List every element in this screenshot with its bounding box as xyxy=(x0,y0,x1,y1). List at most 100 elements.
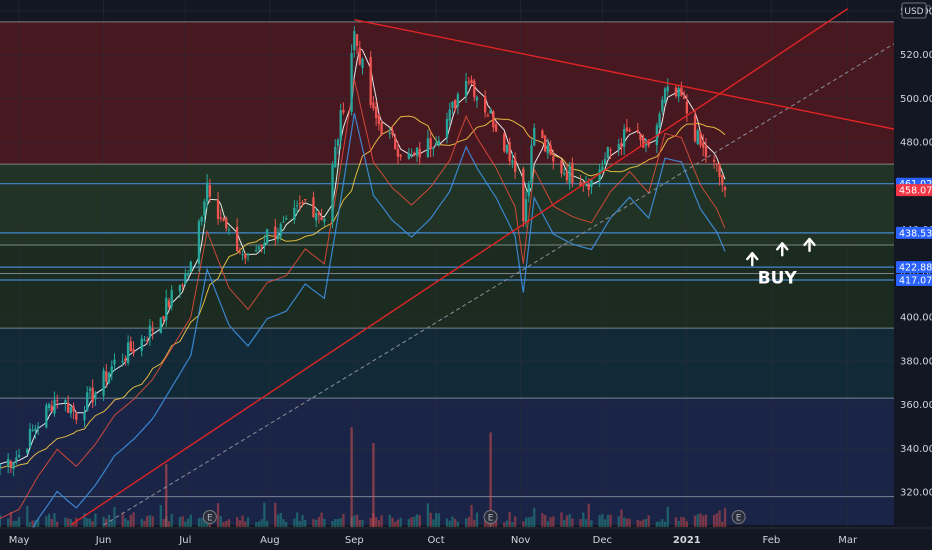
volume-bar xyxy=(391,517,394,527)
candle-body xyxy=(407,153,410,159)
volume-bar xyxy=(361,519,364,527)
volume-bar xyxy=(186,518,190,527)
price-tick-label: 320.00 xyxy=(900,488,932,499)
candle-body xyxy=(625,127,629,131)
candle-body xyxy=(418,148,421,158)
candle-body xyxy=(336,139,340,146)
time-axis-panel[interactable] xyxy=(0,528,932,550)
volume-bar xyxy=(200,517,203,527)
candle-body xyxy=(426,138,430,158)
candle-body xyxy=(590,179,593,188)
volume-bar xyxy=(107,514,111,527)
horizontal-levels xyxy=(0,21,894,498)
candle-body xyxy=(543,135,547,152)
candle-body xyxy=(107,372,111,383)
volume-bar xyxy=(167,521,171,527)
candle-body xyxy=(560,160,563,174)
price-tick-label: 500.00 xyxy=(900,94,932,105)
volume-bar xyxy=(456,521,460,527)
volume-bar xyxy=(511,522,514,527)
candle-body xyxy=(339,110,342,141)
candle-body xyxy=(132,349,135,354)
candle-body xyxy=(197,221,201,264)
candle-body xyxy=(246,253,250,256)
volume-bar xyxy=(448,520,451,527)
volume-bar xyxy=(473,519,476,527)
volume-bar xyxy=(189,514,192,527)
buy-annotation: BUY xyxy=(746,237,816,288)
candle-body xyxy=(350,53,353,112)
volume-bar xyxy=(432,519,435,527)
candle-body xyxy=(456,94,460,107)
candle-body xyxy=(102,370,105,396)
price-label-box-2 xyxy=(896,226,932,239)
candle-body xyxy=(331,164,334,222)
candle-body xyxy=(399,154,402,157)
candle-body xyxy=(7,458,10,466)
volume-bar xyxy=(69,519,73,527)
volume-bar xyxy=(655,521,659,527)
candle-body xyxy=(563,173,566,175)
candle-body xyxy=(110,366,113,375)
volume-bar xyxy=(216,503,220,527)
candle-body xyxy=(312,197,315,218)
candle-body xyxy=(372,102,375,109)
buy-label: BUY xyxy=(758,268,798,288)
volume-spike-1 xyxy=(372,443,375,527)
candle-body xyxy=(279,224,282,237)
candle-body xyxy=(105,371,108,382)
candle-body xyxy=(415,147,419,156)
volume-bar xyxy=(702,515,705,527)
volume-bar xyxy=(358,519,361,527)
candle-body xyxy=(546,144,550,154)
candle-body xyxy=(361,58,364,68)
volume-bar xyxy=(312,519,315,527)
volume-bar xyxy=(263,502,266,527)
price-tick-label: 340.00 xyxy=(900,444,932,455)
candle-body xyxy=(584,183,588,185)
candle-body xyxy=(124,358,127,361)
candle-body xyxy=(410,155,413,157)
candle-body xyxy=(454,100,457,109)
volume-bar xyxy=(680,516,683,527)
candle-body xyxy=(227,229,231,231)
volume-bar xyxy=(208,521,212,527)
volume-bar xyxy=(394,521,397,527)
candle-body xyxy=(513,158,517,172)
currency-badge[interactable]: USD xyxy=(901,2,927,19)
volume-bar xyxy=(413,516,416,527)
volume-bar xyxy=(522,521,525,527)
candle-body xyxy=(533,127,536,146)
candle-body xyxy=(353,31,356,51)
volume-bar xyxy=(639,520,642,527)
candle-body xyxy=(222,218,225,221)
candle-body xyxy=(464,81,468,97)
volume-bar xyxy=(336,519,340,527)
volume-bar xyxy=(143,520,146,527)
time-axis[interactable]: May Jun Jul Aug Sep Oct Nov Dec 2021 Feb Mar xyxy=(9,535,858,546)
candle-body xyxy=(693,115,697,142)
candlesticks xyxy=(0,26,727,477)
candle-body xyxy=(148,325,152,338)
candle-body xyxy=(565,171,569,181)
volume-bar xyxy=(151,516,154,527)
candle-body xyxy=(75,413,78,420)
candle-body xyxy=(64,400,67,404)
volume-bar xyxy=(227,519,231,527)
candle-body xyxy=(295,205,299,207)
candle-body xyxy=(549,144,552,155)
volume-bar xyxy=(0,514,2,527)
candle-body xyxy=(388,132,391,135)
candle-body xyxy=(568,165,571,183)
moving-averages xyxy=(0,47,726,550)
volume-bar xyxy=(298,520,301,527)
time-tick-label: Aug xyxy=(260,535,280,546)
volume-bar xyxy=(274,502,277,527)
candle-body xyxy=(298,203,301,205)
volume-bar xyxy=(505,520,509,527)
volume-bar xyxy=(426,503,430,527)
volume-bar xyxy=(315,519,318,527)
candle-body xyxy=(342,109,345,113)
candle-body xyxy=(505,144,509,153)
